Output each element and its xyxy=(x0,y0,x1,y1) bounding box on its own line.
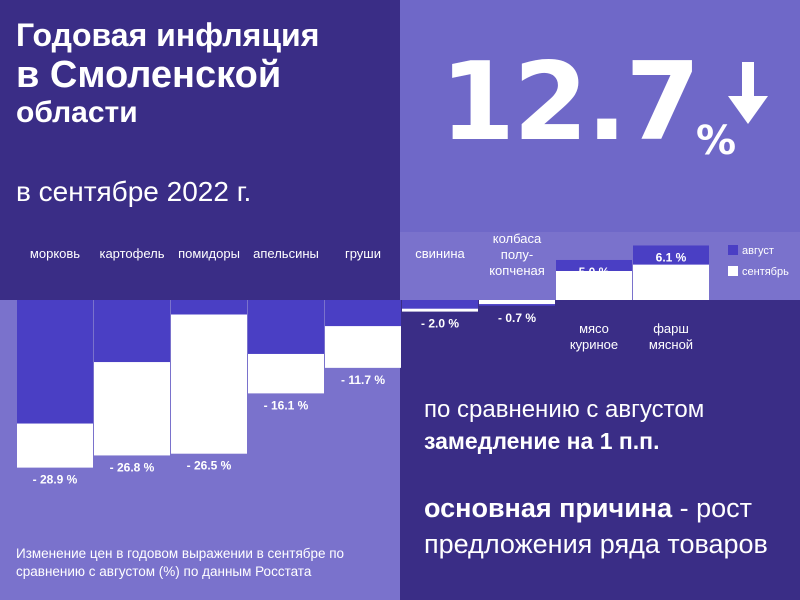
data-label-2: - 26.5 % xyxy=(187,459,232,473)
bar-august-3 xyxy=(248,300,324,354)
category-label-7: мясо куриное xyxy=(570,321,618,352)
bar-august-0 xyxy=(17,300,93,424)
data-label-4: - 11.7 % xyxy=(341,373,385,387)
category-label-0: морковь xyxy=(30,246,80,261)
bar-september-8 xyxy=(633,264,709,300)
category-label-2: помидоры xyxy=(178,246,240,261)
headline-value: 12.7 xyxy=(440,40,700,165)
data-label-3: - 16.1 % xyxy=(264,398,309,412)
data-label-7: 5.0 % xyxy=(579,265,610,279)
bar-september-7 xyxy=(556,271,632,300)
down-arrow-icon xyxy=(728,62,768,124)
title-line-2: в Смоленской xyxy=(16,53,282,96)
footnote: Изменение цен в годовом выражении в сент… xyxy=(16,546,345,580)
page-title: Годовая инфляция в Смоленской области xyxy=(16,17,320,130)
title-line-1: Годовая инфляция xyxy=(16,17,320,53)
bar-august-5 xyxy=(402,300,478,309)
bar-september-2 xyxy=(171,300,247,454)
bar-august-4 xyxy=(325,300,401,327)
data-label-5: - 2.0 % xyxy=(421,317,459,331)
category-label-3: апельсины xyxy=(253,246,319,261)
data-label-8: 6.1 % xyxy=(656,250,687,264)
category-band-left xyxy=(0,232,400,300)
category-label-1: картофель xyxy=(99,246,164,261)
data-label-6: - 0.7 % xyxy=(498,311,536,325)
bar-august-2 xyxy=(171,300,247,315)
bar-august-1 xyxy=(94,300,170,363)
page-subtitle: в сентябре 2022 г. xyxy=(16,176,252,207)
headline-unit: % xyxy=(696,118,737,164)
legend-label-august: август xyxy=(742,245,774,257)
category-label-4: груши xyxy=(345,246,381,261)
category-label-8: фарш мясной xyxy=(649,321,693,352)
data-label-1: - 26.8 % xyxy=(110,460,155,474)
reason-label: основная причина xyxy=(424,493,673,523)
category-label-5: свинина xyxy=(415,246,465,261)
bar-september-6 xyxy=(479,300,555,305)
reason-detail: - рост предложения ряда товаров xyxy=(424,493,768,560)
legend-swatch-september xyxy=(728,266,738,276)
data-label-0: - 28.9 % xyxy=(33,473,78,487)
headline-background xyxy=(400,0,800,232)
slowdown-text: замедление на 1 п.п. xyxy=(424,428,660,454)
legend-label-september: сентябрь xyxy=(742,266,789,278)
category-label-6: колбаса полу-копченая xyxy=(489,231,545,278)
message-background xyxy=(400,300,800,600)
reason-text: основная причина - рост предложения ряда… xyxy=(424,490,794,563)
legend-swatch-august xyxy=(728,245,738,255)
title-line-3: области xyxy=(16,96,138,130)
header-background xyxy=(0,0,400,232)
comparison-text: по сравнению с августом xyxy=(424,396,705,423)
